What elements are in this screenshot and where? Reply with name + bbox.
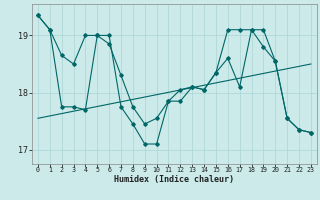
X-axis label: Humidex (Indice chaleur): Humidex (Indice chaleur) (115, 175, 234, 184)
